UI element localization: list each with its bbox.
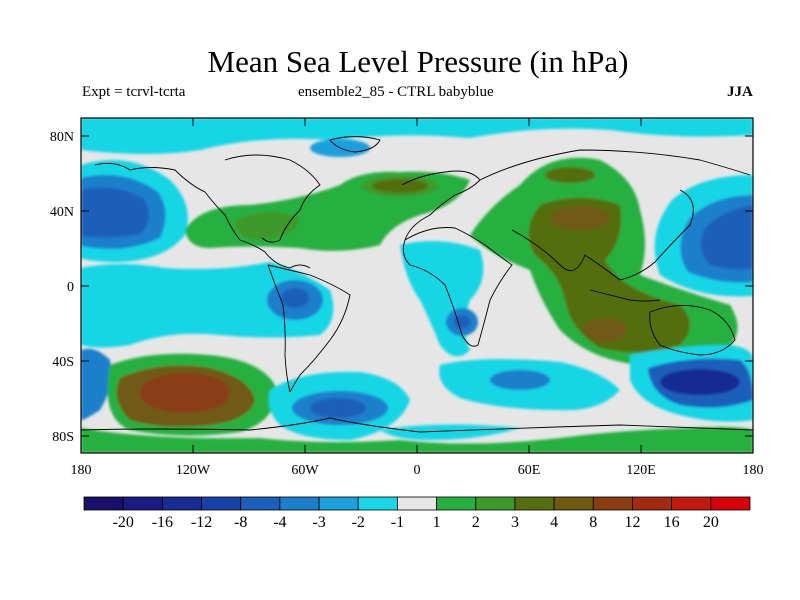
- colorbar: [83, 496, 751, 511]
- colorbar-label: 3: [511, 514, 519, 531]
- south-atlantic-low-core: [310, 398, 366, 418]
- colorbar-box: [240, 496, 281, 511]
- lat-label-80s: 80S: [52, 430, 74, 445]
- colorbar-label: 16: [664, 514, 680, 531]
- colorbar-box: [671, 496, 712, 511]
- lon-label-0: 0: [414, 463, 421, 478]
- lat-label-40n: 40N: [50, 205, 74, 220]
- colorbar-label: -1: [391, 514, 404, 531]
- siberia-positive: [545, 167, 595, 183]
- colorbar-box: [436, 496, 477, 511]
- colorbar-label: 8: [589, 514, 597, 531]
- africa-coast: [402, 227, 513, 347]
- colorbar-box: [553, 496, 594, 511]
- colorbar-label: -12: [191, 514, 212, 531]
- south-pacific-low-west: [81, 348, 112, 420]
- indonesia-coast: [589, 289, 661, 302]
- lat-label-80n: 80N: [50, 130, 74, 145]
- antarctica-coast: [81, 417, 753, 433]
- antarctic-negative-patch: [380, 424, 520, 440]
- south-america-east-coast: [267, 264, 351, 393]
- chart-title: Mean Sea Level Pressure (in hPa): [207, 44, 629, 79]
- pressure-field: [81, 118, 753, 453]
- south-pacific-high-core: [140, 373, 230, 413]
- asia-high-core: [550, 206, 610, 230]
- colorbar-label: -8: [234, 514, 247, 531]
- south-indian-low: [490, 370, 550, 390]
- antarctic-positive-band: [81, 426, 753, 453]
- colorbar-box: [475, 496, 516, 511]
- lon-label-180w: 180: [71, 463, 92, 478]
- colorbar-label: 4: [550, 514, 558, 531]
- southern-ocean-low-core: [660, 369, 740, 395]
- ensemble-label: ensemble2_85 - CTRL babyblue: [298, 84, 494, 100]
- colorbar-box: [122, 496, 163, 511]
- colorbar-box: [201, 496, 242, 511]
- lat-ticks: [81, 135, 753, 437]
- asia-north-coast: [479, 149, 751, 181]
- colorbar-box: [632, 496, 673, 511]
- europe-coast: [401, 170, 481, 241]
- colorbar-labels: -20 -16 -12 -8 -4 -3 -2 -1 1 2 3 4 8 12 16 20: [113, 514, 719, 531]
- caribbean-positive: [235, 211, 300, 240]
- arctic-negative-region: [81, 118, 753, 154]
- colorbar-label: 2: [472, 514, 480, 531]
- colorbar-label: -16: [152, 514, 173, 531]
- colorbar-box: [318, 496, 359, 511]
- coastlines: [81, 136, 753, 433]
- atlantic-high-core: [372, 179, 428, 193]
- north-america-west-coast: [94, 162, 311, 269]
- colorbar-box: [161, 496, 202, 511]
- australia-coast: [649, 305, 736, 356]
- lon-label-180e: 180: [743, 463, 764, 478]
- indian-ocean-high-core: [583, 318, 627, 342]
- colorbar-label: 20: [703, 514, 719, 531]
- colorbar-box: [514, 496, 555, 511]
- colorbar-box: [397, 496, 437, 511]
- colorbar-box: [592, 496, 633, 511]
- colorbar-label: -3: [312, 514, 325, 531]
- lat-label-0: 0: [67, 280, 74, 295]
- north-america-east-coast: [224, 154, 321, 243]
- lon-label-60e: 60E: [518, 463, 541, 478]
- tropical-east-pacific-negative: [81, 262, 334, 348]
- south-africa-low-core: [454, 315, 470, 329]
- amazon-low-core: [281, 288, 309, 308]
- colorbar-label: -2: [352, 514, 365, 531]
- lon-label-120e: 120E: [626, 463, 656, 478]
- colorbar-label: 1: [433, 514, 441, 531]
- colorbar-box: [83, 496, 124, 511]
- colorbar-box: [710, 496, 751, 511]
- north-pacific-low-core: [81, 187, 149, 238]
- south-america-west-coast: [267, 264, 291, 393]
- season-label: JJA: [727, 84, 753, 100]
- lon-label-120w: 120W: [176, 463, 211, 478]
- greenland-coast: [329, 136, 381, 153]
- asia-south-coast: [511, 189, 694, 281]
- colorbar-label: -4: [273, 514, 286, 531]
- experiment-label: Expt = tcrvl-tcrta: [82, 84, 186, 100]
- colorbar-box: [279, 496, 320, 511]
- lon-ticks: [192, 118, 642, 453]
- west-pacific-low-core: [701, 205, 753, 270]
- colorbar-box: [357, 496, 398, 511]
- colorbar-label: 12: [624, 514, 640, 531]
- lon-label-60w: 60W: [291, 463, 319, 478]
- lat-label-40s: 40S: [52, 355, 74, 370]
- colorbar-label: -20: [113, 514, 134, 531]
